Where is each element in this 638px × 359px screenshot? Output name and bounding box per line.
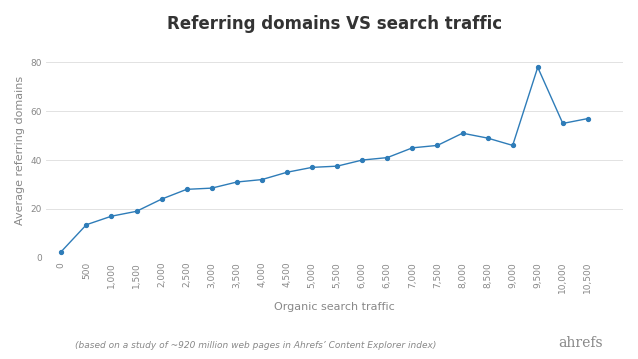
Text: (based on a study of ~920 million web pages in Ahrefs’ Content Explorer index): (based on a study of ~920 million web pa…	[75, 341, 436, 350]
Title: Referring domains VS search traffic: Referring domains VS search traffic	[167, 15, 502, 33]
Y-axis label: Average referring domains: Average referring domains	[15, 76, 25, 225]
X-axis label: Organic search traffic: Organic search traffic	[274, 302, 395, 312]
Text: ahrefs: ahrefs	[558, 336, 603, 350]
